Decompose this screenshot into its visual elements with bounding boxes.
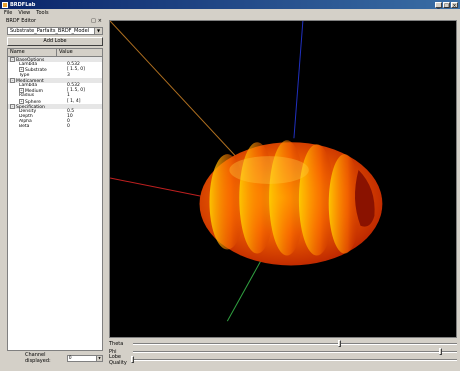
tree-row[interactable]: - Specification: [8, 103, 102, 109]
collapse-icon[interactable]: -: [10, 77, 15, 83]
channel-row: Channel displayed: 0 ▼: [7, 352, 103, 364]
brdf-lobe-render[interactable]: [110, 21, 456, 337]
collapse-icon[interactable]: -: [10, 57, 15, 62]
axis-line-red: [110, 177, 210, 199]
lobe-ridge: [328, 154, 361, 254]
tree-row-value[interactable]: [ 1, 4]: [67, 98, 81, 104]
lobe-highlight: [229, 156, 309, 184]
menu-view[interactable]: View: [18, 10, 31, 16]
tree-row[interactable]: Beta 0: [8, 124, 102, 129]
phi-slider-thumb[interactable]: [438, 348, 442, 355]
window-title: BRDFLab: [10, 1, 36, 8]
theta-slider-thumb[interactable]: [338, 340, 342, 347]
minimize-button[interactable]: _: [435, 1, 442, 9]
tree-row-value[interactable]: [ 1.5, 0]: [67, 88, 85, 94]
lobe-ridge: [239, 142, 276, 254]
tree-row-name: Alpha: [19, 119, 32, 125]
tree-row[interactable]: - BaseOptions: [8, 57, 102, 63]
close-button[interactable]: ×: [451, 1, 458, 9]
axis-line-orange: [110, 21, 240, 161]
maximize-button[interactable]: □: [443, 1, 450, 9]
panel-float-button[interactable]: □: [91, 17, 96, 24]
brdf-editor-panel: BRDF Editor □ × Substrate_Parfaits_BRDF_…: [4, 17, 104, 367]
tree-row-value[interactable]: 0: [67, 124, 70, 130]
tree-row-name: BaseOptions: [16, 58, 45, 63]
tree-row-value[interactable]: 0.5: [67, 108, 75, 114]
collapse-icon[interactable]: -: [10, 103, 15, 109]
menu-tools[interactable]: Tools: [36, 10, 49, 16]
tree-row-value[interactable]: 0.532: [67, 82, 80, 88]
phi-slider-row: Phi: [109, 348, 457, 356]
tree-row-name: Lambda: [19, 62, 38, 68]
tree-row[interactable]: Lambda 0.532: [8, 83, 102, 88]
tree-row[interactable]: + Substrate [ 1.5, 0]: [8, 67, 102, 73]
tree-row-name: Depth: [19, 114, 33, 120]
tree-row-name: Density: [19, 108, 37, 114]
theta-slider[interactable]: [133, 340, 457, 347]
tree-row-name: Specification: [16, 104, 45, 109]
theta-label: Theta: [109, 341, 124, 347]
expand-icon[interactable]: +: [19, 88, 24, 94]
tree-row-name: Type: [19, 72, 30, 78]
tree-row-name: Lambda: [19, 82, 38, 88]
model-select[interactable]: Substrate_Parfaits_BRDF_Model ▼: [7, 27, 103, 35]
tree-row[interactable]: Depth 10: [8, 114, 102, 119]
axis-line-blue: [293, 21, 304, 139]
chevron-down-icon[interactable]: ▼: [94, 28, 102, 34]
menu-bar: File View Tools: [0, 9, 460, 17]
lobe-quality-label: Lobe Quality: [109, 354, 127, 366]
app-icon: [2, 1, 8, 8]
tree-row-name: Radius: [19, 93, 35, 99]
tree-row-value[interactable]: [ 1.5, 0]: [67, 67, 85, 73]
phi-slider[interactable]: [133, 348, 457, 355]
lobe-quality-slider[interactable]: [131, 356, 457, 363]
tree-row-name: Substrate: [25, 68, 47, 73]
lobe-quality-slider-row: Lobe Quality: [109, 354, 457, 366]
column-header-name[interactable]: Name: [8, 49, 57, 56]
tree-row[interactable]: Radius 1: [8, 93, 102, 98]
panel-title: BRDF Editor: [6, 17, 37, 24]
tree-row-value[interactable]: 3: [67, 72, 70, 78]
tree-row-name: Medium: [25, 89, 43, 94]
tree-row[interactable]: + Medium [ 1.5, 0]: [8, 88, 102, 93]
tree-row-name: Beta: [19, 124, 30, 130]
add-lobe-button[interactable]: Add Lobe: [7, 37, 103, 46]
tree-row-name: Sphere: [25, 99, 41, 104]
expand-icon[interactable]: +: [19, 98, 24, 104]
tree-row-name: Medicament: [16, 78, 44, 83]
menu-file[interactable]: File: [4, 10, 13, 16]
property-tree[interactable]: Name Value - BaseOptions Lambda 0.532 + Subst…: [7, 48, 103, 351]
tree-row[interactable]: + Sphere [ 1, 4]: [8, 98, 102, 104]
tree-row-value[interactable]: 0: [67, 119, 70, 125]
lobe-ridge: [298, 144, 335, 256]
panel-close-button[interactable]: ×: [97, 17, 102, 24]
channel-select[interactable]: 0 ▼: [66, 354, 103, 362]
slider-group: Theta Phi Lobe Quality: [109, 340, 457, 370]
lobe-ridge: [209, 154, 246, 250]
tree-row[interactable]: Type 3: [8, 73, 102, 78]
column-header-value[interactable]: Value: [59, 49, 73, 55]
tree-row-value[interactable]: 0.532: [67, 62, 80, 68]
tree-row[interactable]: Alpha 0: [8, 119, 102, 124]
3d-viewport[interactable]: [109, 20, 457, 338]
model-select-value: Substrate_Parfaits_BRDF_Model: [10, 28, 90, 34]
tree-row-value[interactable]: 10: [67, 114, 73, 120]
tree-row[interactable]: - Medicament: [8, 77, 102, 83]
phi-label: Phi: [109, 349, 117, 355]
title-bar: BRDFLab _ □ ×: [0, 0, 460, 9]
lobe-ridge: [269, 140, 305, 256]
chevron-down-icon[interactable]: ▼: [96, 355, 102, 361]
expand-icon[interactable]: +: [19, 67, 24, 73]
tree-row-value[interactable]: 1: [67, 93, 70, 99]
tree-row[interactable]: Lambda 0.532: [8, 62, 102, 67]
channel-label: Channel displayed:: [25, 352, 51, 364]
theta-slider-row: Theta: [109, 340, 457, 348]
tree-row[interactable]: Density 0.5: [8, 109, 102, 114]
channel-select-value: 0: [68, 355, 72, 361]
lobe-quality-slider-thumb[interactable]: [131, 356, 134, 363]
lobe-cavity: [354, 170, 375, 227]
